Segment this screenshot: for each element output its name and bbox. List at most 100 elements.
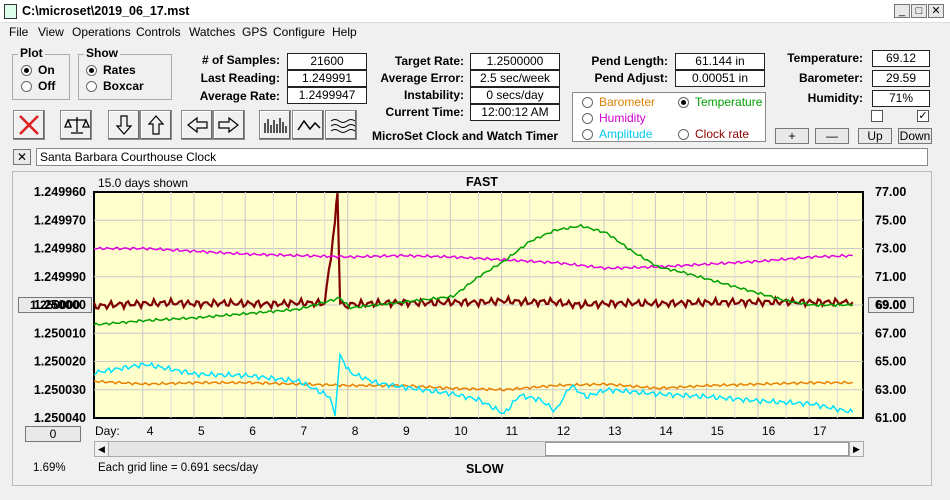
plot-on-label: On xyxy=(38,63,55,77)
clock-rate-option-label: Clock rate xyxy=(695,127,750,141)
down-button[interactable]: Down xyxy=(898,128,932,144)
menu-controls[interactable]: Controls xyxy=(136,25,181,39)
down-arrow-button[interactable] xyxy=(108,110,140,140)
menu-gps[interactable]: GPS xyxy=(242,25,268,39)
show-boxcar-radio[interactable] xyxy=(86,81,97,92)
up-arrow-button[interactable] xyxy=(140,110,172,140)
menu-operations[interactable]: Operations xyxy=(72,25,131,39)
line-graph-button[interactable] xyxy=(292,110,324,140)
x-tick-label: 13 xyxy=(608,424,622,438)
left-arrow-button[interactable] xyxy=(181,110,213,140)
menu-watches[interactable]: Watches xyxy=(189,25,236,39)
grid-note: Each grid line = 0.691 secs/day xyxy=(98,462,259,474)
amplitude-radio[interactable] xyxy=(582,129,593,140)
samples-value: 21600 xyxy=(287,53,367,70)
plot-off-radio[interactable] xyxy=(21,81,32,92)
temperature-radio[interactable] xyxy=(678,97,689,108)
maximize-icon[interactable]: □ xyxy=(911,4,927,18)
clock-rate-radio[interactable] xyxy=(678,129,689,140)
wave-icon xyxy=(330,119,355,133)
x-tick-label: 11 xyxy=(506,424,519,438)
minimize-icon[interactable]: _ xyxy=(894,4,910,18)
menu-view[interactable]: View xyxy=(38,25,64,39)
right-tick-label: 75.00 xyxy=(875,213,906,227)
plus-button[interactable]: + xyxy=(775,128,809,144)
title-bar: C:\microset\2019_06_17.mst _ □ ✕ xyxy=(0,0,950,23)
show-rates-radio[interactable] xyxy=(86,65,97,76)
clear-button[interactable] xyxy=(13,110,45,140)
bar-graph-icon xyxy=(264,118,287,133)
left-tick-label: 1.249980 xyxy=(34,242,86,256)
humidity-value: 71% xyxy=(872,90,930,107)
x-tick-label: 9 xyxy=(403,424,410,438)
balance-button[interactable] xyxy=(60,110,92,140)
clock-name-field[interactable]: Santa Barbara Courthouse Clock xyxy=(36,148,928,166)
sensor-select-panel xyxy=(572,92,766,142)
barometer-value: 29.59 xyxy=(872,70,930,87)
horizontal-scrollbar[interactable]: ◀ ▶ xyxy=(94,441,864,457)
scroll-right-icon[interactable]: ▶ xyxy=(849,442,863,456)
left-tick-label: 1.249960 xyxy=(34,185,86,199)
zero-button[interactable]: 0 xyxy=(25,426,81,442)
target-rate-label: Target Rate: xyxy=(394,54,464,68)
tick-labels: 1.249960 77.00 1.249970 75.00 1.249980 73.00 1… xyxy=(34,185,906,438)
close-icon[interactable]: ✕ xyxy=(928,4,944,18)
temperature-value: 69.12 xyxy=(872,50,930,67)
series-lines xyxy=(92,192,854,416)
x-tick-label: 10 xyxy=(454,424,468,438)
show-group-title: Show xyxy=(84,46,120,60)
env-checkbox-2[interactable]: ✓ xyxy=(917,110,929,122)
right-tick-label: 77.00 xyxy=(875,185,906,199)
average-rate-label: Average Rate: xyxy=(199,89,280,103)
scroll-thumb[interactable] xyxy=(545,442,849,456)
x-tick-label: 7 xyxy=(301,424,308,438)
x-tick-label: 12 xyxy=(557,424,571,438)
average-rate-value: 1.2499947 xyxy=(287,87,367,104)
center-rate-button[interactable]: 1.250000 xyxy=(18,297,92,313)
current-time-label: Current Time: xyxy=(385,105,464,119)
arrow-up-icon xyxy=(147,115,165,135)
menu-file[interactable]: File xyxy=(9,25,29,39)
arrow-left-icon xyxy=(187,116,208,134)
window-title: C:\microset\2019_06_17.mst xyxy=(22,4,190,18)
fast-label: FAST xyxy=(466,175,498,189)
minus-button[interactable]: — xyxy=(815,128,849,144)
wave-button[interactable] xyxy=(325,110,357,140)
plot-on-radio[interactable] xyxy=(21,65,32,76)
red-x-icon xyxy=(19,115,39,135)
current-time-value: 12:00:12 AM xyxy=(470,104,560,121)
series-line-clock-rate xyxy=(92,192,854,312)
scroll-left-icon[interactable]: ◀ xyxy=(95,442,109,456)
last-reading-label: Last Reading: xyxy=(200,71,280,85)
pend-adjust-label: Pend Adjust: xyxy=(594,71,668,85)
menu-help[interactable]: Help xyxy=(332,25,357,39)
barometer-option-label: Barometer xyxy=(599,95,656,109)
x-tick-label: 16 xyxy=(762,424,776,438)
plot-group-title: Plot xyxy=(18,46,45,60)
up-button[interactable]: Up xyxy=(858,128,892,144)
day-prefix: Day: xyxy=(95,424,120,438)
right-tick-label: 65.00 xyxy=(875,355,906,369)
right-tick-label: 71.00 xyxy=(875,270,906,284)
env-checkbox-1[interactable] xyxy=(871,110,883,122)
line-graph-icon xyxy=(297,119,321,131)
average-error-label: Average Error: xyxy=(380,71,464,85)
humidity-label: Humidity: xyxy=(807,91,863,105)
app-icon xyxy=(4,4,17,19)
chart-panel xyxy=(12,171,932,486)
menu-configure[interactable]: Configure xyxy=(273,25,326,39)
right-tick-label: 63.00 xyxy=(875,383,906,397)
temperature-label: Temperature: xyxy=(787,51,863,65)
series-line-humidity xyxy=(93,246,853,271)
arrow-right-icon xyxy=(218,116,239,134)
humidity-radio[interactable] xyxy=(582,113,593,124)
clear-name-button[interactable]: ✕ xyxy=(13,149,31,165)
bar-graph-button[interactable] xyxy=(259,110,291,140)
left-tick-label: 1.249970 xyxy=(34,213,86,227)
barometer-radio[interactable] xyxy=(582,97,593,108)
left-tick-label: 1.250010 xyxy=(34,326,86,340)
center-temp-button[interactable]: 69.00 xyxy=(868,297,914,313)
right-arrow-button[interactable] xyxy=(213,110,245,140)
x-tick-label: 8 xyxy=(352,424,359,438)
